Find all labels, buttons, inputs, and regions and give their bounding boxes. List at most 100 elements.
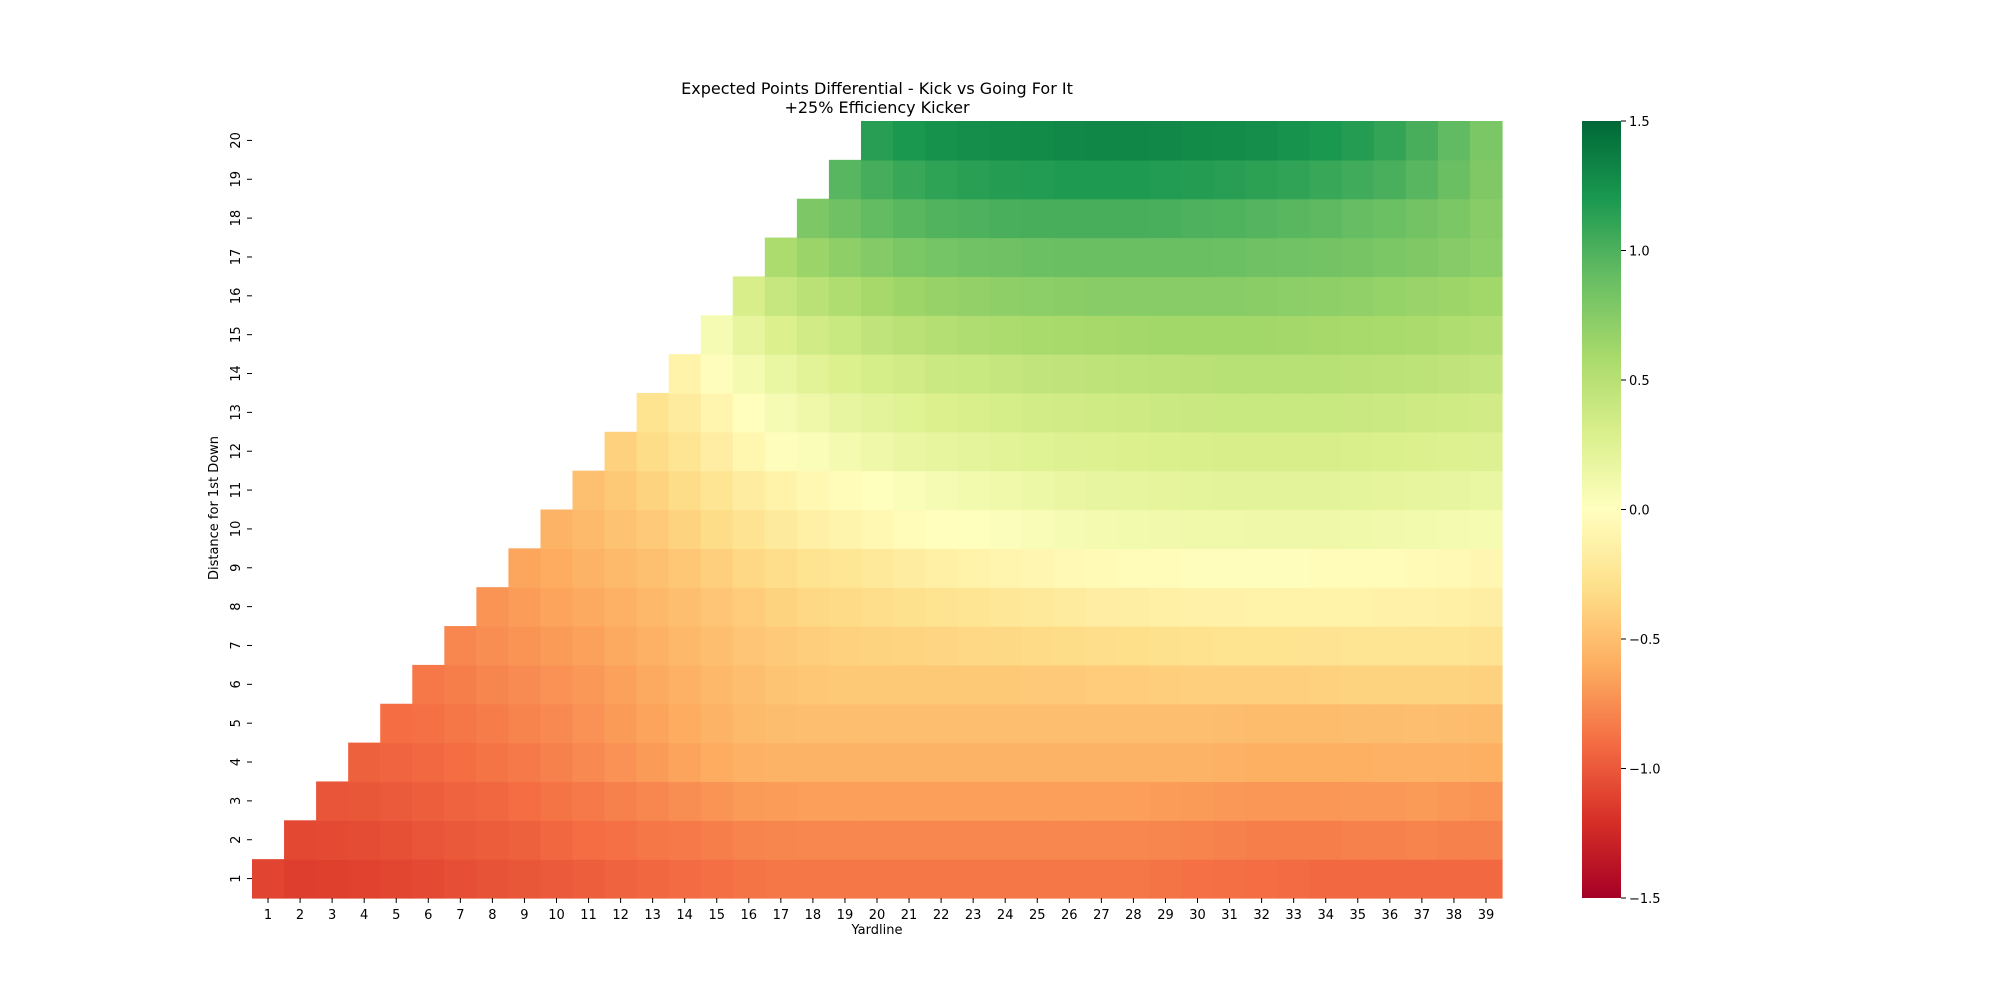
heatmap-cell	[732, 859, 766, 899]
y-tick-label: 17	[229, 249, 244, 266]
heatmap-cell	[764, 587, 798, 627]
heatmap-cell	[796, 587, 830, 627]
heatmap-cell	[444, 626, 477, 666]
heatmap-cell	[828, 431, 862, 472]
heatmap-cell	[1277, 431, 1311, 472]
heatmap-cell	[508, 626, 542, 666]
heatmap-cell	[1437, 159, 1471, 200]
heatmap-cell	[1469, 820, 1503, 860]
heatmap-cell	[700, 820, 734, 860]
heatmap-cell	[732, 431, 766, 472]
heatmap-cell	[860, 509, 894, 549]
heatmap-cell	[1277, 820, 1311, 860]
heatmap-cell	[316, 781, 349, 821]
heatmap-cell	[1181, 470, 1215, 511]
heatmap-cell	[636, 626, 670, 666]
heatmap-cell	[540, 664, 574, 705]
heatmap-cell	[732, 626, 766, 666]
heatmap-cell	[1341, 237, 1375, 277]
heatmap-cell	[636, 470, 670, 511]
y-tick-label: 16	[229, 288, 244, 305]
heatmap-cell	[957, 276, 990, 316]
heatmap-cell	[1373, 703, 1407, 744]
heatmap-cell	[893, 742, 926, 783]
heatmap-cell	[668, 354, 702, 394]
heatmap-cell	[444, 664, 477, 705]
heatmap-cell	[668, 703, 702, 744]
colorbar-tick-label: −0.5	[1629, 633, 1661, 648]
heatmap-cell	[989, 548, 1022, 588]
heatmap-cell	[444, 859, 477, 899]
heatmap-cell	[764, 742, 798, 783]
heatmap-cell	[668, 470, 702, 511]
heatmap-cell	[1309, 820, 1343, 860]
heatmap-cell	[1309, 431, 1343, 472]
heatmap-cell	[1117, 470, 1151, 511]
heatmap-cell	[1341, 820, 1375, 860]
heatmap-cell	[764, 781, 798, 821]
heatmap-cell	[1021, 820, 1054, 860]
heatmap-cell	[1341, 354, 1375, 394]
heatmap-cell	[1117, 703, 1151, 744]
heatmap-cell	[1213, 276, 1247, 316]
heatmap-cell	[1309, 237, 1343, 277]
heatmap-cell	[1469, 548, 1503, 588]
heatmap-cell	[1213, 781, 1247, 821]
heatmap-cell	[893, 198, 926, 239]
heatmap-cell	[1309, 509, 1343, 549]
heatmap-cell	[1021, 354, 1054, 394]
heatmap-cell	[860, 587, 894, 627]
x-tick-label: 6	[424, 908, 432, 923]
heatmap-cell	[957, 742, 990, 783]
x-tick-label: 5	[392, 908, 400, 923]
heatmap-cell	[796, 626, 830, 666]
heatmap-cell	[957, 820, 990, 860]
heatmap-cell	[508, 587, 542, 627]
heatmap-cell	[476, 742, 510, 783]
heatmap-cell	[1213, 431, 1247, 472]
heatmap-cell	[380, 742, 413, 783]
heatmap-cell	[1405, 276, 1439, 316]
heatmap-cell	[1277, 315, 1311, 355]
heatmap-cell	[732, 470, 766, 511]
heatmap-cell	[1021, 626, 1054, 666]
heatmap-cell	[1277, 859, 1311, 899]
heatmap-cell	[1373, 315, 1407, 355]
x-tick-label: 35	[1349, 908, 1366, 923]
heatmap-cell	[1373, 354, 1407, 394]
heatmap-cell	[1181, 781, 1215, 821]
y-tick-label: 2	[229, 836, 244, 844]
x-tick-label: 36	[1382, 908, 1399, 923]
heatmap-cell	[540, 587, 574, 627]
heatmap-cell	[828, 664, 862, 705]
heatmap-cell	[1021, 431, 1054, 472]
x-tick-label: 31	[1221, 908, 1238, 923]
heatmap-cell	[1277, 198, 1311, 239]
heatmap-cell	[1021, 548, 1054, 588]
heatmap-cell	[893, 121, 926, 161]
heatmap-cell	[1085, 742, 1118, 783]
heatmap-cell	[476, 587, 510, 627]
heatmap-cell	[1149, 626, 1183, 666]
heatmap-cell	[508, 548, 542, 588]
heatmap-cell	[1213, 237, 1247, 277]
heatmap-cell	[957, 237, 990, 277]
heatmap-cell	[1085, 470, 1118, 511]
heatmap-cell	[860, 781, 894, 821]
heatmap-cell	[957, 703, 990, 744]
heatmap-cell	[604, 431, 638, 472]
heatmap-cell	[989, 587, 1022, 627]
heatmap-cell	[1053, 121, 1086, 161]
heatmap-cell	[1437, 859, 1471, 899]
heatmap-cell	[1405, 781, 1439, 821]
heatmap-cell	[1437, 431, 1471, 472]
heatmap-cell	[1341, 315, 1375, 355]
colorbar-tick-label: 1.0	[1629, 245, 1650, 260]
heatmap-cell	[348, 820, 381, 860]
heatmap-cell	[1469, 198, 1503, 239]
y-tick-label: 10	[229, 521, 244, 538]
heatmap-cell	[1437, 664, 1471, 705]
heatmap-cell	[1053, 703, 1086, 744]
colorbar-tick-label: −1.5	[1629, 892, 1661, 907]
heatmap-cell	[668, 509, 702, 549]
